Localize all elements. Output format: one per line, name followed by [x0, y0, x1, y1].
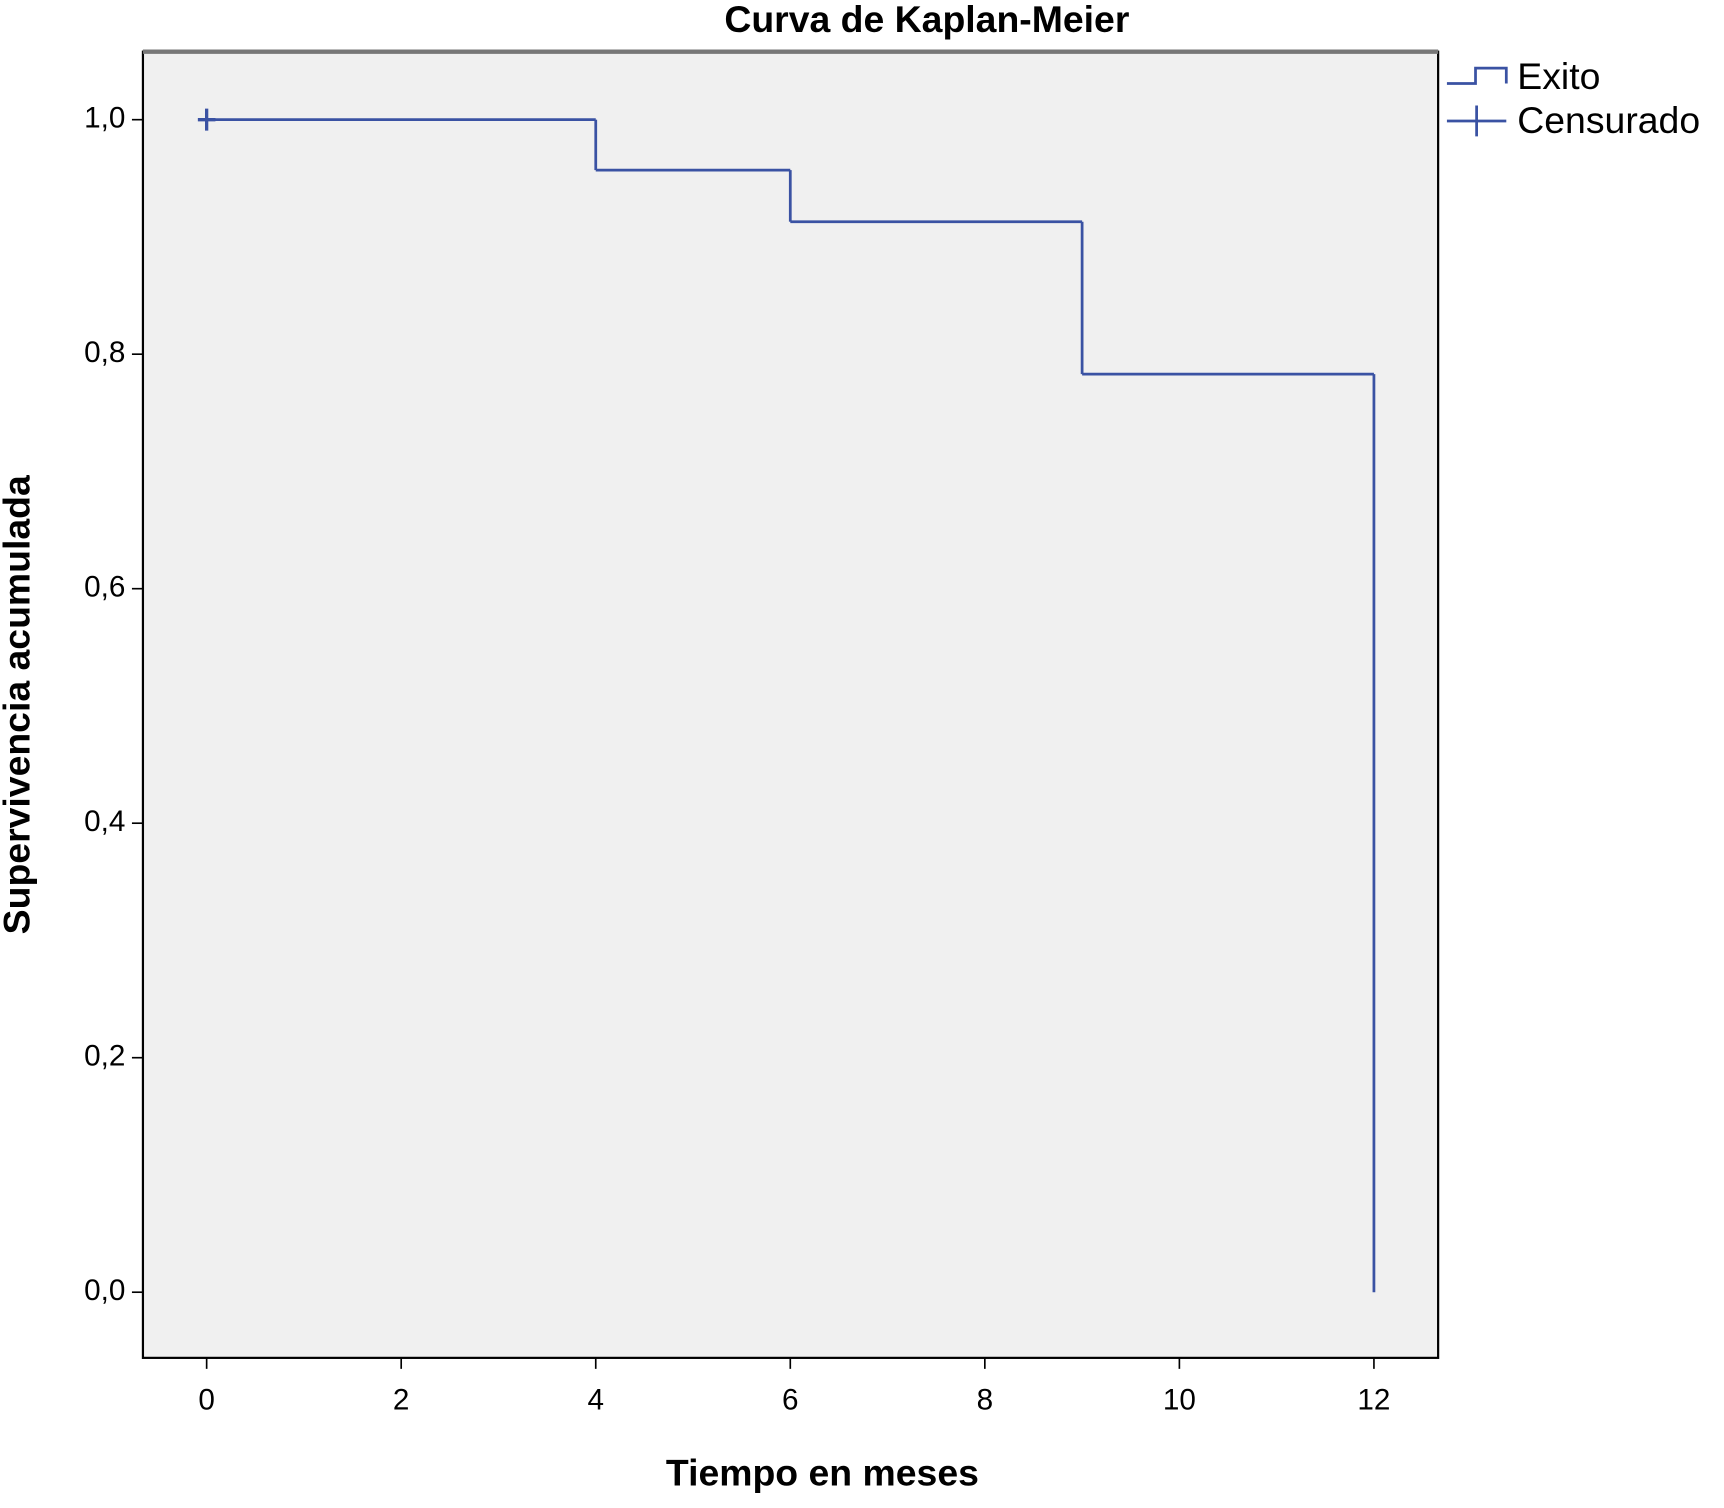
legend-label: Censurado	[1517, 99, 1700, 141]
x-axis-label: Tiempo en meses	[666, 1451, 979, 1493]
x-tick-label: 12	[1357, 1384, 1390, 1417]
x-tick-label: 10	[1163, 1384, 1196, 1417]
legend-censor-icon	[1446, 105, 1507, 137]
y-tick-label: 0,4	[84, 805, 125, 838]
legend-label: Exito	[1517, 55, 1600, 97]
y-tick-label: 1,0	[84, 102, 125, 135]
y-tick-label: 0,8	[84, 336, 125, 369]
y-tick-label: 0,0	[84, 1274, 125, 1307]
x-tick-label: 6	[782, 1384, 799, 1417]
x-tick-label: 8	[977, 1384, 994, 1417]
censor-mark	[197, 108, 216, 131]
y-axis-label: Supervivencia acumulada	[0, 474, 38, 934]
y-tick-label: 0,6	[84, 571, 125, 604]
plot-area	[141, 50, 1440, 1359]
x-tick-label: 4	[587, 1384, 604, 1417]
y-tick-label: 0,2	[84, 1040, 125, 1073]
legend-step-icon	[1446, 66, 1508, 85]
x-tick-label: 0	[198, 1384, 215, 1417]
x-tick-label: 2	[393, 1384, 410, 1417]
legend: Exito Censurado	[1446, 55, 1700, 141]
chart-title: Curva de Kaplan-Meier	[724, 0, 1129, 40]
